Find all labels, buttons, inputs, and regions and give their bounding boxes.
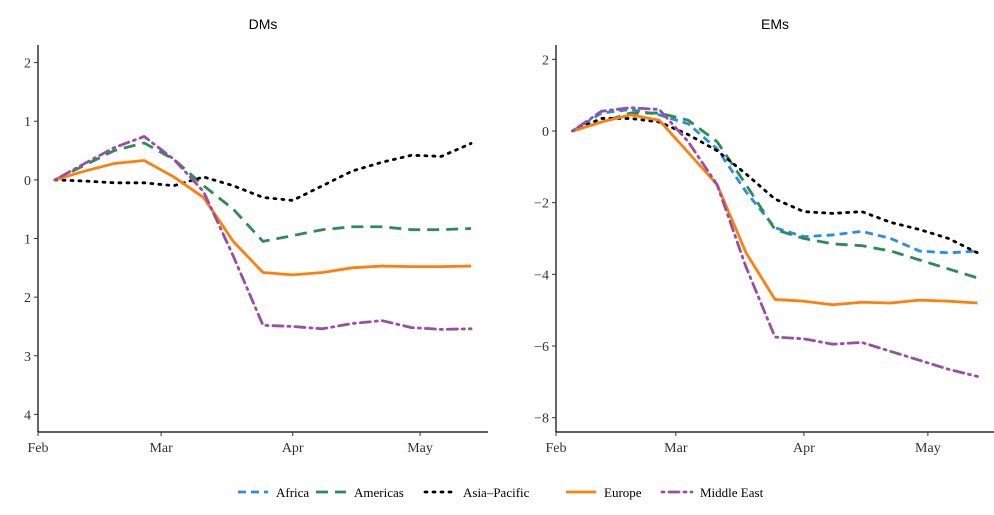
dms-series-asia-pacific — [53, 142, 473, 202]
ems-series-europe — [572, 113, 978, 307]
ems-series-asia-pacific — [571, 117, 979, 255]
dms-x-tick-label: Feb — [28, 441, 49, 456]
dms-y-tick-label: 2 — [24, 291, 31, 306]
ems-series-africa — [571, 108, 978, 255]
dms-series-americas — [54, 141, 472, 243]
ems-y-tick-label: −2 — [534, 197, 549, 212]
dms-x-tick-label: Apr — [282, 441, 304, 456]
dms-lines — [53, 135, 473, 331]
ems-x-tick-label: Apr — [793, 441, 815, 456]
dms-y-tick-label: 3 — [24, 350, 31, 365]
ems-y-tick-label: −8 — [534, 412, 549, 427]
dms-y-tick-label: 2 — [24, 57, 31, 72]
legend: Africa Americas Asia–Pacific Europe Middle E… — [238, 485, 764, 500]
ems-y-tick-label: 2 — [542, 53, 549, 68]
ems-lines — [571, 106, 979, 378]
ems-series-middle-east — [571, 106, 979, 378]
legend-label-africa: Africa — [276, 485, 309, 500]
legend-label-middle-east: Middle East — [700, 485, 764, 500]
legend-label-asia-pacific: Asia–Pacific — [463, 485, 530, 500]
ems-series-americas — [572, 111, 978, 280]
dms-title: DMs — [249, 16, 278, 32]
ems-x-tick-label: Feb — [546, 441, 567, 456]
panel-dms: DMs 2 1 0 1 2 3 4 Feb Mar Apr May — [24, 16, 488, 456]
dms-y-tick-label: 1 — [24, 115, 31, 130]
ems-title: EMs — [761, 16, 789, 32]
dms-y-tick-label: 1 — [24, 233, 31, 248]
legend-label-europe: Europe — [604, 485, 642, 500]
panel-ems: EMs 2 0 −2 −4 −6 −8 Feb Mar Apr May — [534, 16, 994, 456]
dms-x-tick-label: Mar — [149, 441, 173, 456]
dms-series-europe — [54, 159, 472, 277]
ems-x-tick-label: May — [915, 441, 941, 456]
ems-y-tick-label: −4 — [534, 268, 549, 283]
ems-x-tick-label: Mar — [664, 441, 688, 456]
ems-y-tick-label: 0 — [542, 125, 549, 140]
dms-y-tick-label: 0 — [24, 174, 31, 189]
dms-x-tick-label: May — [407, 441, 433, 456]
dms-y-tick-label: 4 — [24, 408, 31, 423]
dms-series-middle-east — [53, 135, 473, 331]
legend-label-americas: Americas — [354, 485, 404, 500]
ems-y-tick-label: −6 — [534, 340, 549, 355]
